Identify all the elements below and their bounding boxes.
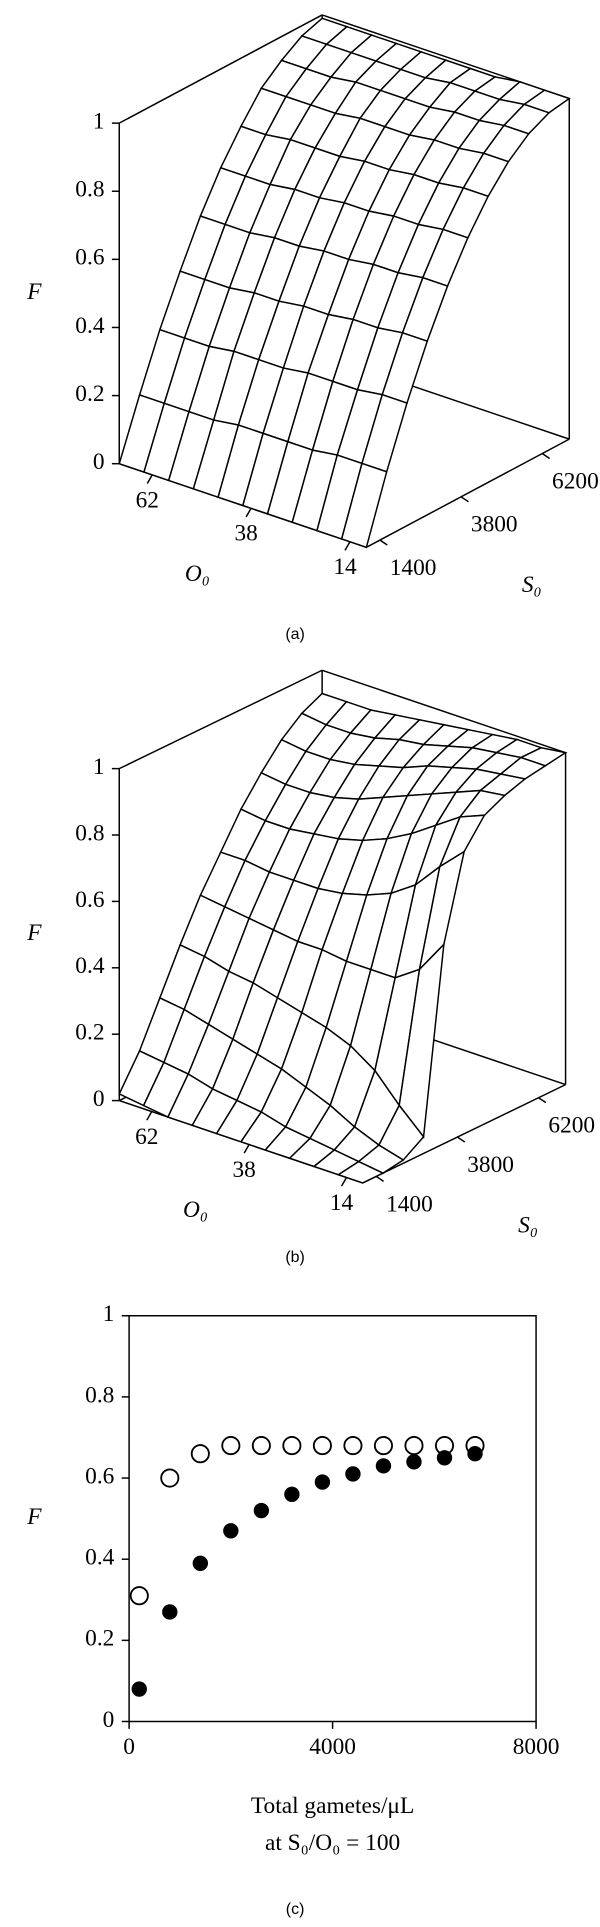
box-edge bbox=[118, 669, 323, 770]
point bbox=[284, 1486, 300, 1502]
y-axis-title: S₀ bbox=[518, 1213, 538, 1239]
y-tick-label: 1400 bbox=[390, 555, 437, 581]
x-tick bbox=[146, 1111, 153, 1121]
z-tick-label: 0.2 bbox=[75, 1020, 104, 1046]
point bbox=[131, 1681, 147, 1697]
y-tick-label: 0.2 bbox=[85, 1626, 114, 1652]
z-tick-label: 0 bbox=[93, 449, 105, 475]
y-tick-label: 1 bbox=[103, 1301, 115, 1327]
z-tick-label: 0.6 bbox=[75, 245, 104, 271]
plot-frame bbox=[128, 1315, 537, 1723]
x-tick-label: 0 bbox=[123, 1734, 135, 1760]
point bbox=[253, 1502, 270, 1519]
panel-caption: (a) bbox=[285, 626, 305, 643]
z-axis-title: F bbox=[26, 920, 42, 946]
y-tick-label: 1400 bbox=[386, 1191, 433, 1217]
z-tick-label: 0.4 bbox=[75, 953, 105, 979]
x-axis-title: Total gametes/μL bbox=[251, 1793, 414, 1819]
y-tick-label: 0.8 bbox=[85, 1382, 114, 1408]
point bbox=[406, 1454, 422, 1470]
z-tick-label: 0.4 bbox=[75, 313, 105, 339]
point bbox=[436, 1450, 453, 1466]
y-axis bbox=[366, 438, 570, 548]
point bbox=[373, 1436, 393, 1456]
x-axis-title: O₀ bbox=[185, 561, 210, 587]
z-tick-label: 0.8 bbox=[75, 177, 104, 203]
panel-caption: (b) bbox=[285, 1249, 305, 1266]
point bbox=[192, 1555, 209, 1571]
z-tick-label: 0.6 bbox=[75, 887, 104, 913]
y-tick bbox=[379, 539, 388, 546]
x-tick-label: 62 bbox=[136, 487, 159, 513]
point bbox=[160, 1468, 180, 1488]
y-tick bbox=[456, 1136, 466, 1143]
z-axis-title: F bbox=[26, 279, 42, 305]
x-tick-label: 14 bbox=[330, 1190, 354, 1216]
z-tick-label: 0.2 bbox=[75, 381, 104, 407]
point bbox=[129, 1586, 149, 1606]
y-tick-label: 0.4 bbox=[85, 1545, 115, 1571]
panel-caption: (c) bbox=[286, 1901, 305, 1918]
x-tick-label: 4000 bbox=[309, 1734, 356, 1760]
x-tick-label: 38 bbox=[234, 521, 257, 547]
box-edge bbox=[321, 669, 566, 754]
y-tick-label: 3800 bbox=[467, 1152, 514, 1178]
y-tick bbox=[460, 496, 469, 503]
box-edge bbox=[118, 14, 323, 124]
y-tick bbox=[541, 452, 550, 460]
point bbox=[375, 1458, 392, 1474]
x-tick bbox=[243, 1144, 250, 1154]
y-tick-label: 6200 bbox=[552, 468, 599, 494]
z-tick-label: 0.8 bbox=[75, 820, 104, 846]
point bbox=[467, 1446, 483, 1462]
point bbox=[162, 1604, 178, 1620]
y-tick bbox=[538, 1097, 547, 1104]
z-tick-label: 0 bbox=[93, 1086, 105, 1112]
y-tick bbox=[375, 1175, 385, 1182]
surface-cell bbox=[336, 1160, 385, 1184]
y-tick-label: 6200 bbox=[548, 1113, 595, 1139]
x-tick-label: 14 bbox=[333, 554, 357, 580]
point bbox=[190, 1444, 210, 1464]
point bbox=[314, 1474, 331, 1490]
x-tick-label: 38 bbox=[233, 1157, 256, 1183]
y-axis-title: S₀ bbox=[522, 572, 542, 598]
x-tick-label: 62 bbox=[135, 1124, 158, 1150]
y-tick-label: 0.6 bbox=[85, 1463, 114, 1489]
x-axis-title: at S₀/O₀ = 100 bbox=[265, 1830, 400, 1856]
point bbox=[221, 1436, 241, 1456]
point bbox=[345, 1466, 361, 1482]
y-axis-title: F bbox=[26, 1504, 42, 1530]
x-axis-title: O₀ bbox=[183, 1197, 208, 1223]
x-tick bbox=[344, 541, 351, 551]
z-tick-label: 1 bbox=[93, 754, 105, 780]
x-tick bbox=[146, 474, 153, 484]
x-tick-label: 8000 bbox=[513, 1734, 560, 1760]
y-axis bbox=[362, 1083, 566, 1184]
y-tick-label: 3800 bbox=[471, 512, 518, 538]
point bbox=[343, 1436, 363, 1456]
point bbox=[223, 1523, 239, 1539]
x-tick bbox=[245, 507, 252, 518]
z-tick-label: 1 bbox=[93, 108, 105, 134]
point bbox=[312, 1436, 332, 1456]
point bbox=[282, 1436, 302, 1456]
y-tick-label: 0 bbox=[103, 1707, 115, 1733]
point bbox=[251, 1436, 271, 1456]
x-tick bbox=[340, 1177, 348, 1187]
point bbox=[404, 1436, 424, 1456]
